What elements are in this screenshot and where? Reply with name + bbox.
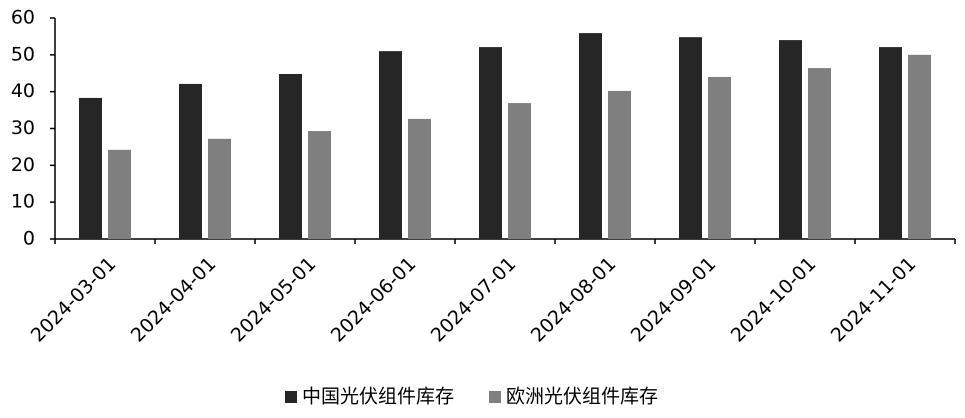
bar xyxy=(408,118,431,239)
y-tick-label: 60 xyxy=(11,7,35,29)
bar xyxy=(608,90,631,240)
bar xyxy=(208,138,231,239)
y-tick-label: 50 xyxy=(11,43,35,65)
x-tick-label: 2024-05-01 xyxy=(227,253,321,347)
bar xyxy=(379,51,402,240)
bar xyxy=(908,54,931,240)
legend-label: 欧洲光伏组件库存 xyxy=(506,386,658,408)
bar xyxy=(879,47,902,240)
bar xyxy=(708,76,731,239)
bar xyxy=(779,40,802,239)
legend-swatch xyxy=(489,391,502,403)
bar xyxy=(508,103,531,240)
legend-label: 中国光伏组件库存 xyxy=(302,386,454,408)
x-tick-label: 2024-11-01 xyxy=(827,253,921,347)
bar xyxy=(479,47,502,240)
x-tick-label: 2024-07-01 xyxy=(427,253,521,347)
bar xyxy=(108,149,131,239)
bar xyxy=(308,131,331,239)
bar xyxy=(279,73,302,239)
bar xyxy=(79,97,102,239)
y-tick-label: 40 xyxy=(11,80,35,102)
bar xyxy=(808,68,831,240)
y-tick-label: 10 xyxy=(11,191,35,213)
x-tick-label: 2024-04-01 xyxy=(127,253,221,347)
y-tick-label: 30 xyxy=(11,117,35,139)
legend-swatch xyxy=(285,391,297,403)
x-tick-label: 2024-03-01 xyxy=(27,253,121,347)
bar xyxy=(179,83,202,239)
x-tick-label: 2024-09-01 xyxy=(627,253,721,347)
bar xyxy=(679,37,702,239)
x-tick-label: 2024-06-01 xyxy=(327,253,421,347)
bar xyxy=(579,33,602,239)
x-tick-label: 2024-10-01 xyxy=(727,253,821,347)
y-tick-label: 20 xyxy=(11,154,35,176)
x-tick-label: 2024-08-01 xyxy=(527,253,621,347)
y-tick-label: 0 xyxy=(23,228,35,250)
